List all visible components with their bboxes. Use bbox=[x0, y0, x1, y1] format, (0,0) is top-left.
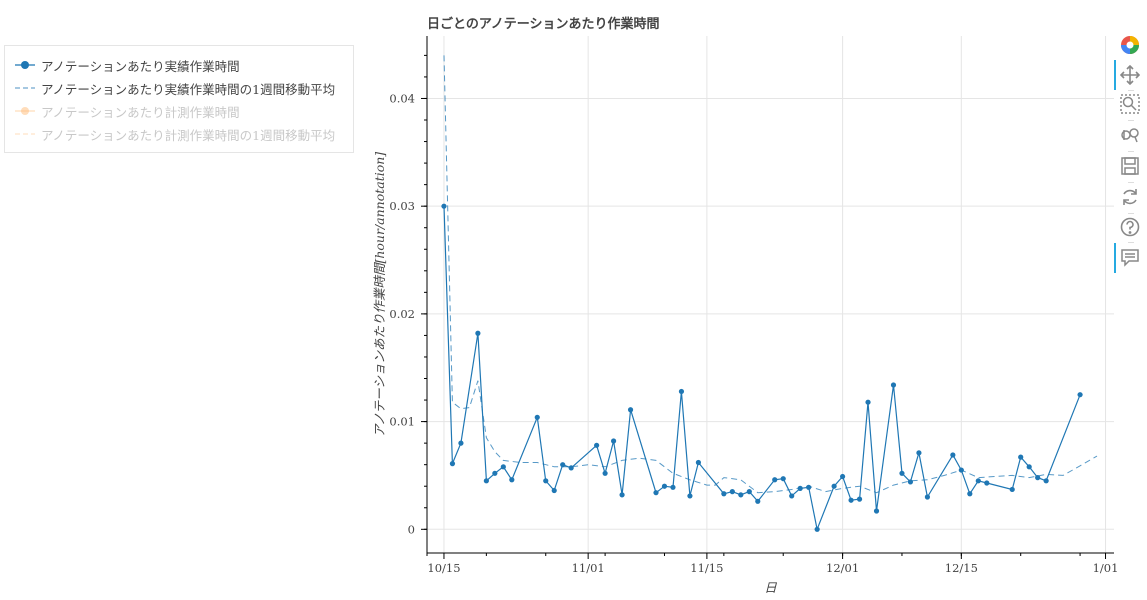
save-icon[interactable] bbox=[1118, 154, 1142, 178]
y-tick-label: 0 bbox=[408, 522, 415, 536]
data-point bbox=[695, 459, 702, 466]
bokeh-logo-icon[interactable] bbox=[1118, 33, 1142, 57]
data-point bbox=[780, 476, 786, 482]
data-point bbox=[483, 478, 489, 484]
data-point bbox=[449, 461, 456, 467]
data-point bbox=[500, 464, 506, 470]
data-point bbox=[594, 442, 600, 448]
x-tick-label: 12/15 bbox=[945, 561, 978, 575]
legend-item-actual[interactable]: アノテーションあたり実績作業時間 bbox=[15, 55, 240, 75]
legend: アノテーションあたり実績作業時間 アノテーションあたり実績作業時間の1週間移動平… bbox=[4, 45, 354, 153]
hover-icon[interactable] bbox=[1118, 246, 1142, 270]
legend-label: アノテーションあたり実績作業時間 bbox=[41, 58, 240, 74]
line-marker-icon bbox=[15, 61, 35, 69]
data-point bbox=[475, 330, 481, 336]
data-point bbox=[916, 450, 922, 456]
legend-item-actual-moving-average[interactable]: アノテーションあたり実績作業時間の1週間移動平均 bbox=[15, 78, 335, 98]
data-point bbox=[721, 491, 727, 497]
x-axis-label: 日 bbox=[764, 580, 777, 595]
dashed-line-icon bbox=[15, 87, 35, 89]
data-point bbox=[551, 487, 557, 494]
data-point bbox=[729, 489, 735, 495]
x-tick-label: 12/01 bbox=[826, 561, 859, 575]
wheel-zoom-icon[interactable] bbox=[1118, 123, 1142, 147]
dashed-line-icon bbox=[15, 133, 35, 135]
y-tick-label: 0.04 bbox=[389, 91, 415, 105]
data-point bbox=[890, 382, 897, 388]
data-point bbox=[653, 490, 659, 496]
toolbar bbox=[1114, 32, 1147, 292]
data-point bbox=[661, 483, 668, 489]
data-point bbox=[687, 493, 693, 499]
data-point bbox=[755, 498, 761, 504]
help-icon[interactable] bbox=[1118, 215, 1142, 239]
data-point bbox=[509, 477, 515, 483]
data-point bbox=[746, 489, 752, 495]
legend-item-measured[interactable]: アノテーションあたり計測作業時間 bbox=[15, 101, 240, 121]
data-point bbox=[543, 478, 549, 484]
data-point bbox=[856, 496, 863, 502]
data-point bbox=[441, 203, 447, 209]
legend-label: アノテーションあたり計測作業時間の1週間移動平均 bbox=[41, 127, 336, 143]
data-point bbox=[602, 470, 608, 476]
data-point bbox=[1035, 475, 1041, 481]
data-point bbox=[1009, 486, 1015, 493]
data-point bbox=[924, 494, 931, 500]
data-point bbox=[839, 473, 846, 480]
legend-label: アノテーションあたり実績作業時間の1週間移動平均 bbox=[41, 81, 336, 97]
data-point bbox=[619, 492, 625, 498]
chart-title: 日ごとのアノテーションあたり作業時間 bbox=[427, 17, 660, 32]
data-point bbox=[627, 407, 634, 413]
data-point bbox=[831, 483, 837, 489]
x-tick-label: 11/15 bbox=[690, 561, 723, 575]
legend-label: アノテーションあたり計測作業時間 bbox=[41, 104, 240, 120]
y-tick-label: 0.01 bbox=[389, 415, 415, 429]
data-point bbox=[907, 479, 914, 485]
data-point bbox=[797, 485, 803, 491]
pan-icon[interactable] bbox=[1118, 63, 1142, 87]
data-point bbox=[873, 508, 880, 514]
box-zoom-icon[interactable] bbox=[1118, 92, 1142, 116]
y-axis-label: アノテーションあたり作業時間[hour/annotation] bbox=[372, 152, 387, 437]
data-point bbox=[1018, 454, 1024, 460]
data-point bbox=[670, 484, 676, 490]
data-point bbox=[610, 438, 617, 444]
data-point bbox=[899, 470, 905, 476]
data-point bbox=[458, 440, 464, 446]
y-tick-label: 0.03 bbox=[389, 199, 415, 213]
data-point bbox=[806, 484, 812, 490]
data-point bbox=[1043, 478, 1049, 484]
data-point bbox=[1026, 464, 1032, 470]
data-point bbox=[560, 462, 566, 468]
x-tick-label: 11/01 bbox=[572, 561, 605, 575]
data-point bbox=[1077, 392, 1083, 398]
moving-average-line bbox=[443, 55, 1098, 494]
data-point bbox=[534, 414, 540, 420]
reset-icon[interactable] bbox=[1118, 185, 1142, 209]
y-tick-label: 0.02 bbox=[389, 307, 415, 321]
data-point bbox=[814, 526, 820, 532]
legend-item-measured-moving-average[interactable]: アノテーションあたり計測作業時間の1週間移動平均 bbox=[15, 124, 335, 144]
x-tick-label: 10/15 bbox=[427, 561, 460, 575]
data-point bbox=[789, 493, 795, 499]
data-point bbox=[975, 478, 981, 484]
data-point bbox=[772, 477, 778, 483]
series-line bbox=[443, 206, 1081, 532]
line-marker-icon bbox=[15, 107, 35, 115]
data-point bbox=[984, 480, 990, 486]
data-point bbox=[492, 470, 498, 476]
data-point bbox=[865, 399, 871, 405]
x-tick-label: 1/01 bbox=[1093, 561, 1119, 575]
data-point bbox=[950, 452, 956, 458]
data-point bbox=[967, 491, 973, 497]
data-point bbox=[738, 492, 744, 498]
data-point bbox=[848, 497, 854, 503]
data-point bbox=[678, 388, 685, 395]
